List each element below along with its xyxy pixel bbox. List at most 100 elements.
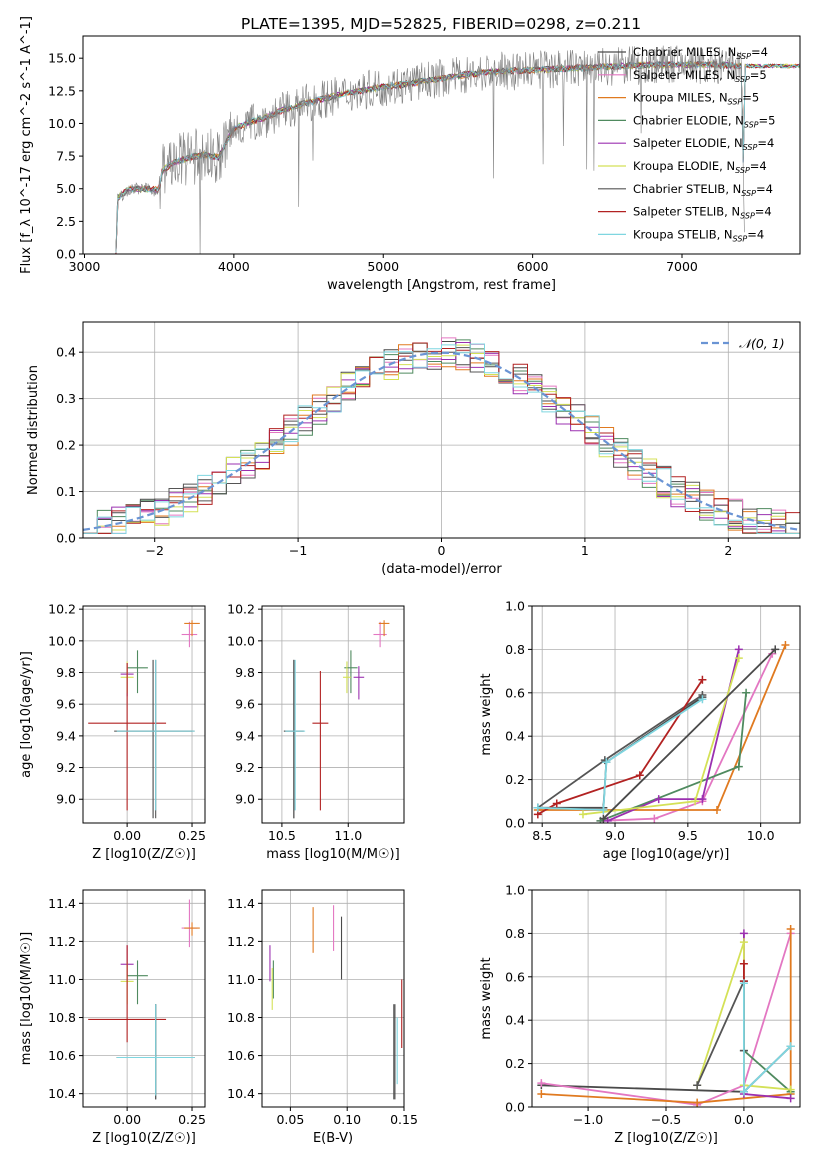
grid [262, 606, 404, 823]
series-marker [693, 1098, 702, 1107]
legend-entry: Kroupa ELODIE, NSSP=4 [633, 159, 767, 175]
series-line-8 [743, 983, 792, 1094]
series-marker [603, 816, 612, 823]
y-tick-label: 10.4 [227, 1086, 255, 1101]
plot-area [269, 905, 403, 1100]
x-axis-label: Z [log10(Z/Z☉)] [614, 1131, 718, 1146]
series-marker [786, 925, 795, 934]
axes-frame [531, 605, 801, 824]
y-tick-label: 0.8 [505, 642, 525, 657]
x-tick-label: 0.25 [178, 1112, 206, 1127]
series-marker [771, 645, 780, 654]
plot-area [283, 620, 390, 819]
axes: 10.5 11.0 9.0 9.2 9.4 9.6 9.8 10.0 10.2 mass [log… [227, 602, 405, 862]
series-marker [578, 810, 587, 819]
y-tick-label: 9.0 [56, 792, 76, 807]
x-axis-label: Z [log10(Z/Z☉)] [92, 847, 196, 862]
series-line-9 [602, 648, 776, 820]
series-marker [533, 803, 542, 812]
series-marker [635, 771, 644, 780]
histogram-4 [83, 342, 800, 534]
legend-entry: Kroupa STELIB, NSSP=4 [633, 227, 764, 243]
legend-entry: Chabrier STELIB, NSSP=4 [633, 182, 773, 198]
x-tick-label: 0.00 [113, 828, 141, 843]
legend-entry: 𝒩(0, 1) [739, 336, 785, 351]
axes: 0.00 0.25 10.4 10.6 10.8 11.0 11.2 11.4 Z [log10… [19, 889, 206, 1146]
x-tick-label: 5000 [367, 259, 399, 274]
x-axis-label: (data-model)/error [381, 562, 502, 577]
y-tick-label: 11.2 [48, 934, 76, 949]
y-tick-label: 15.0 [48, 51, 76, 66]
grid [532, 605, 800, 824]
series-line-3 [743, 1049, 792, 1093]
x-tick-label: 0.15 [390, 1112, 418, 1127]
y-tick-label: 0.8 [505, 926, 525, 941]
x-tick-label: 0.10 [333, 1112, 361, 1127]
series-marker [650, 814, 659, 823]
series-marker [698, 675, 707, 684]
series-marker [739, 979, 748, 988]
series-line-2 [537, 644, 787, 811]
series-line-7 [537, 679, 704, 816]
x-tick-label: 0.0 [734, 1112, 754, 1127]
y-tick-label: 9.8 [235, 665, 255, 680]
y-axis-label: mass weight [479, 957, 494, 1039]
y-tick-label: 9.4 [56, 728, 76, 743]
series-line-2 [541, 929, 792, 1104]
x-tick-label: 0.00 [113, 1112, 141, 1127]
series-marker [739, 959, 748, 968]
grid [532, 889, 800, 1108]
axes: −1.0 −0.5 0.0 0.0 0.2 0.4 0.6 0.8 1.0 Z [log10(Z/… [479, 883, 801, 1146]
y-tick-label: 1.0 [505, 883, 525, 898]
axes-frame [261, 889, 405, 1108]
y-tick-label: 11.0 [48, 972, 76, 987]
series-marker [734, 645, 743, 654]
x-tick-label: 7000 [666, 259, 698, 274]
x-tick-label: 10.5 [268, 828, 296, 843]
series-marker [786, 1085, 795, 1094]
grid [83, 606, 205, 823]
series-marker [599, 814, 608, 823]
y-tick-label: 0.4 [505, 1013, 525, 1028]
y-tick-label: 2.5 [56, 214, 76, 229]
panel-residuals: −2 −1 0 1 2 0.0 0.1 0.2 0.3 0.4 (data-model)/error… [26, 321, 801, 577]
y-tick-label: 0.2 [505, 1056, 525, 1071]
y-tick-label: 9.8 [56, 665, 76, 680]
x-tick-label: 0.05 [276, 1112, 304, 1127]
axes-frame [82, 889, 206, 1108]
y-axis-label: age [log10(age/yr)] [19, 651, 34, 778]
y-tick-label: 5.0 [56, 181, 76, 196]
y-tick-label: 9.0 [235, 792, 255, 807]
series-marker [602, 758, 611, 767]
y-tick-label: 0.2 [505, 772, 525, 787]
y-tick-label: 10.4 [48, 1086, 76, 1101]
plot-area [83, 337, 800, 534]
y-tick-label: 0.0 [56, 247, 76, 262]
series-marker [599, 805, 608, 814]
plot-area [88, 899, 200, 1100]
series-marker [739, 929, 748, 938]
x-tick-label: 2 [724, 543, 732, 558]
y-axis-label: mass [log10(M/M☉)] [19, 932, 34, 1065]
y-tick-label: 0.4 [56, 345, 76, 360]
series-marker [781, 641, 790, 650]
plot-area [537, 925, 795, 1107]
legend: 𝒩(0, 1) [701, 336, 785, 351]
y-tick-label: 10.6 [48, 1048, 76, 1063]
x-tick-label: −1.0 [573, 1112, 603, 1127]
observed-spectrum [115, 45, 745, 254]
series-line-8 [537, 698, 703, 811]
y-tick-label: 10.6 [227, 1048, 255, 1063]
series-marker [537, 1089, 546, 1098]
series-line-6 [696, 980, 745, 1086]
series-line-1 [541, 933, 792, 1106]
y-tick-label: 12.5 [48, 83, 76, 98]
x-tick-label: 9.0 [605, 828, 625, 843]
y-axis-label: Normed distribution [26, 365, 41, 495]
series-marker [739, 938, 748, 947]
panel-mass-vs-EBV: 0.05 0.10 0.15 10.4 10.6 10.8 11.0 11.2 11.4 E(B-… [227, 889, 418, 1146]
series-marker [693, 1081, 702, 1090]
y-tick-label: 11.2 [227, 934, 255, 949]
legend-entry: Salpeter MILES, NSSP=5 [633, 68, 767, 84]
axes-frame [82, 605, 206, 824]
